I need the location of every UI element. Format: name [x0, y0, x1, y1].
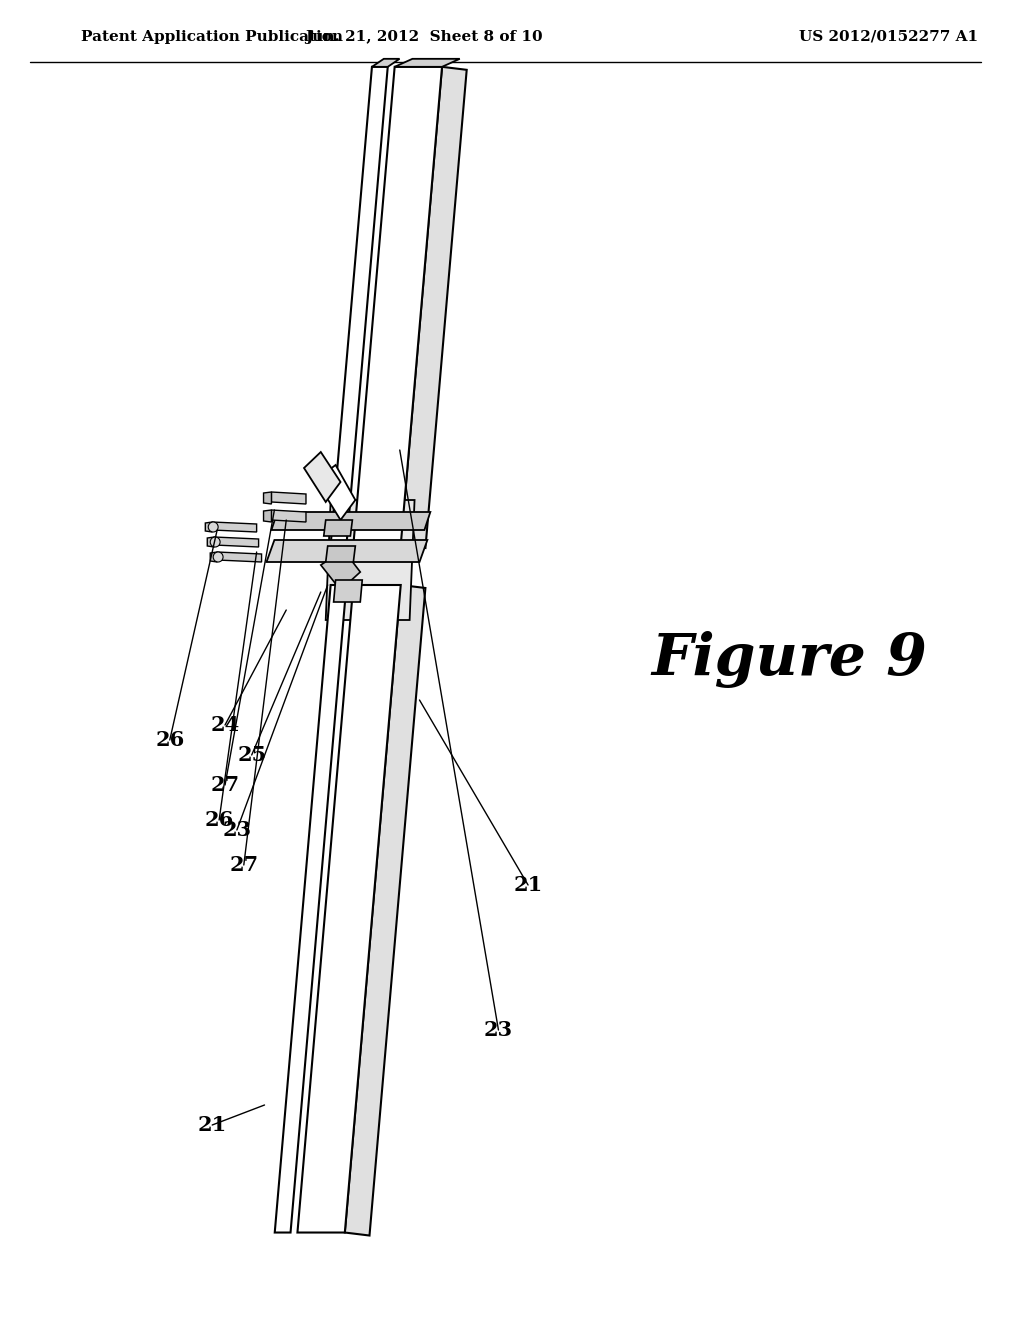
- Polygon shape: [205, 521, 212, 532]
- Text: 23: 23: [222, 820, 252, 840]
- Text: 27: 27: [229, 855, 258, 875]
- Polygon shape: [263, 510, 271, 521]
- Polygon shape: [304, 451, 341, 502]
- Polygon shape: [331, 67, 388, 545]
- Text: Patent Application Publication: Patent Application Publication: [81, 30, 343, 44]
- Polygon shape: [263, 492, 271, 504]
- Polygon shape: [326, 546, 355, 562]
- Polygon shape: [271, 510, 306, 521]
- Circle shape: [213, 552, 223, 562]
- Polygon shape: [271, 492, 306, 504]
- Polygon shape: [353, 67, 442, 545]
- Text: 25: 25: [238, 744, 266, 766]
- Polygon shape: [372, 59, 399, 67]
- Polygon shape: [217, 552, 261, 562]
- Text: 21: 21: [513, 875, 543, 895]
- Polygon shape: [394, 59, 460, 67]
- Text: 21: 21: [198, 1115, 227, 1135]
- Text: Figure 9: Figure 9: [651, 631, 928, 689]
- Polygon shape: [315, 465, 355, 520]
- Text: US 2012/0152277 A1: US 2012/0152277 A1: [800, 30, 979, 44]
- Polygon shape: [266, 540, 427, 562]
- Polygon shape: [212, 521, 257, 532]
- Text: 27: 27: [211, 775, 240, 795]
- Polygon shape: [345, 585, 425, 1236]
- Polygon shape: [297, 585, 400, 1233]
- Text: Jun. 21, 2012  Sheet 8 of 10: Jun. 21, 2012 Sheet 8 of 10: [305, 30, 544, 44]
- Polygon shape: [400, 67, 467, 548]
- Circle shape: [210, 537, 220, 546]
- Polygon shape: [334, 579, 362, 602]
- Polygon shape: [214, 537, 259, 546]
- Text: 26: 26: [156, 730, 184, 750]
- Polygon shape: [271, 512, 430, 531]
- Polygon shape: [207, 537, 214, 546]
- Polygon shape: [210, 552, 217, 562]
- Polygon shape: [324, 520, 352, 536]
- Polygon shape: [274, 585, 346, 1233]
- Polygon shape: [326, 500, 415, 620]
- Text: 24: 24: [210, 715, 240, 735]
- Polygon shape: [321, 550, 360, 590]
- Circle shape: [208, 521, 218, 532]
- Text: 23: 23: [484, 1020, 513, 1040]
- Text: 26: 26: [205, 810, 233, 830]
